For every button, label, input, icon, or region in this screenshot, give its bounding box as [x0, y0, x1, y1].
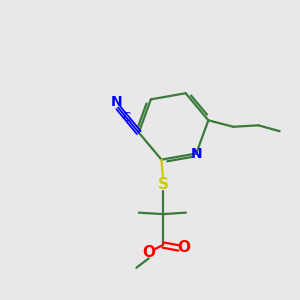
Text: O: O	[142, 245, 155, 260]
Text: C: C	[122, 111, 130, 124]
Text: N: N	[190, 147, 202, 161]
Text: O: O	[178, 241, 190, 256]
Text: N: N	[111, 95, 122, 109]
Text: S: S	[158, 177, 168, 192]
